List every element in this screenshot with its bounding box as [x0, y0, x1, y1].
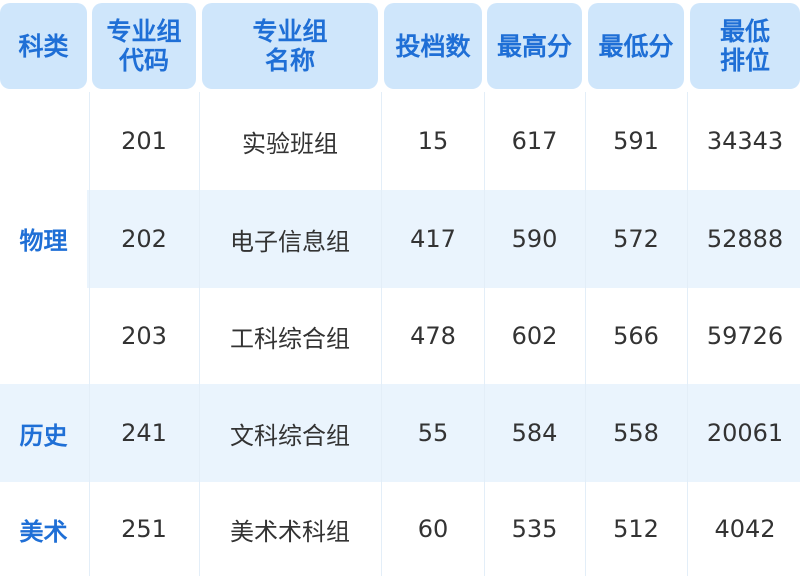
table-cell: 251	[121, 515, 167, 543]
table-cell: 15	[417, 127, 449, 155]
column-divider	[199, 92, 200, 576]
column-header: 专业组 名称	[202, 3, 378, 89]
table-cell: 59726	[706, 322, 784, 350]
table-cell: 572	[613, 225, 659, 253]
table-cell: 590	[511, 225, 558, 253]
table-cell: 478	[410, 322, 456, 350]
table-cell: 60	[417, 515, 449, 543]
column-divider	[585, 92, 586, 576]
table-row	[0, 384, 800, 482]
table-cell: 55	[417, 419, 449, 447]
column-header: 最高分	[487, 3, 582, 89]
table-cell: 202	[121, 225, 167, 253]
table-cell: 203	[121, 322, 167, 350]
table-cell: 584	[511, 419, 558, 447]
table-cell: 617	[511, 127, 558, 155]
category-cell: 物理	[0, 92, 87, 384]
table-cell: 工科综合组	[230, 324, 350, 353]
table-cell: 241	[121, 419, 167, 447]
column-header: 科类	[0, 3, 87, 89]
table-cell: 52888	[706, 225, 784, 253]
table-cell: 602	[511, 322, 558, 350]
column-header: 最低分	[588, 3, 684, 89]
table-cell: 实验班组	[242, 129, 338, 158]
column-divider	[687, 92, 688, 576]
column-divider	[381, 92, 382, 576]
table-cell: 535	[511, 515, 558, 543]
category-cell: 美术	[19, 517, 68, 546]
column-header: 最低 排位	[690, 3, 800, 89]
column-header: 投档数	[384, 3, 482, 89]
column-header: 专业组 代码	[92, 3, 196, 89]
table-cell: 34343	[706, 127, 784, 155]
table-cell: 512	[613, 515, 659, 543]
table-cell: 4042	[714, 515, 776, 543]
table-cell: 417	[410, 225, 456, 253]
table-cell: 591	[613, 127, 659, 155]
column-divider	[484, 92, 485, 576]
table-cell: 558	[613, 419, 659, 447]
category-cell: 历史	[19, 421, 68, 450]
table-cell: 美术术科组	[230, 517, 350, 546]
table-row	[0, 190, 800, 288]
table-cell: 20061	[706, 419, 784, 447]
table-cell: 电子信息组	[230, 227, 350, 256]
table-cell: 文科综合组	[230, 421, 350, 450]
table-cell: 201	[121, 127, 167, 155]
table-cell: 566	[613, 322, 659, 350]
column-divider	[89, 92, 90, 576]
